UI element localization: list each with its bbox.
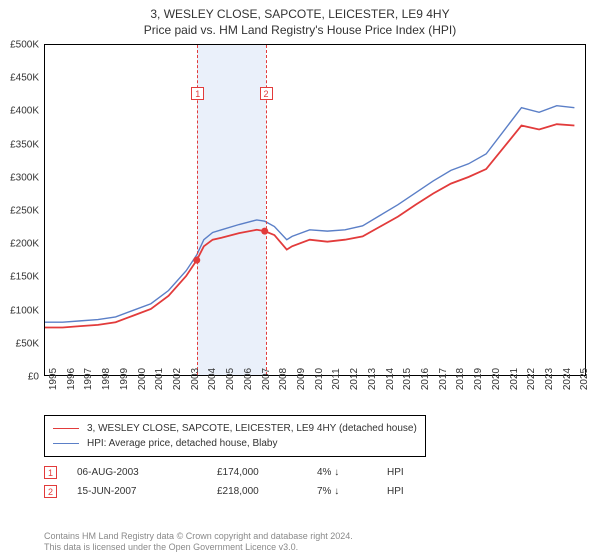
- x-axis-tick-label: 2010: [314, 368, 325, 390]
- y-axis-tick-label: £400K: [10, 106, 39, 117]
- x-axis-tick-label: 2018: [455, 368, 466, 390]
- x-axis-tick-label: 2017: [438, 368, 449, 390]
- y-axis-tick-label: £300K: [10, 172, 39, 183]
- transactions-table: 1 06-AUG-2003 £174,000 4% ↓ HPI 2 15-JUN-2007 £…: [44, 460, 586, 504]
- title-subtitle: Price paid vs. HM Land Registry's House …: [0, 22, 600, 38]
- x-axis-tick-label: 2012: [349, 368, 360, 390]
- x-axis-tick-label: 2001: [154, 368, 165, 390]
- transaction-price: £174,000: [217, 467, 297, 478]
- series-hpi: [45, 106, 574, 322]
- transaction-vs: HPI: [387, 467, 404, 478]
- x-axis-tick-label: 2011: [331, 368, 342, 390]
- transaction-index: 2: [44, 485, 57, 498]
- x-axis-tick-label: 2002: [172, 368, 183, 390]
- legend-item: 3, WESLEY CLOSE, SAPCOTE, LEICESTER, LE9…: [53, 421, 417, 436]
- x-axis-tick-label: 1995: [48, 368, 59, 390]
- x-axis-tick-label: 2016: [420, 368, 431, 390]
- x-axis-tick-label: 2019: [473, 368, 484, 390]
- legend-item: HPI: Average price, detached house, Blab…: [53, 436, 417, 451]
- house-price-chart: 3, WESLEY CLOSE, SAPCOTE, LEICESTER, LE9…: [0, 0, 600, 560]
- x-axis-tick-label: 2005: [225, 368, 236, 390]
- plot-area: £0£50K£100K£150K£200K£250K£300K£350K£400…: [44, 44, 586, 376]
- legend-box: 3, WESLEY CLOSE, SAPCOTE, LEICESTER, LE9…: [44, 415, 426, 457]
- y-axis-tick-label: £150K: [10, 272, 39, 283]
- legend-label: 3, WESLEY CLOSE, SAPCOTE, LEICESTER, LE9…: [87, 421, 417, 436]
- attribution-text: Contains HM Land Registry data © Crown c…: [44, 531, 586, 554]
- attribution-line: Contains HM Land Registry data © Crown c…: [44, 531, 586, 543]
- x-axis-tick-label: 1996: [66, 368, 77, 390]
- x-axis-tick-label: 2023: [544, 368, 555, 390]
- y-axis-tick-label: £350K: [10, 139, 39, 150]
- y-axis-tick-label: £50K: [16, 338, 39, 349]
- transaction-date: 06-AUG-2003: [77, 467, 197, 478]
- x-axis-tick-label: 2006: [243, 368, 254, 390]
- chart-svg: [45, 45, 585, 375]
- series-price_paid: [45, 124, 574, 327]
- attribution-line: This data is licensed under the Open Gov…: [44, 542, 586, 554]
- y-axis-tick-label: £200K: [10, 239, 39, 250]
- x-axis-tick-label: 2022: [526, 368, 537, 390]
- transaction-price: £218,000: [217, 486, 297, 497]
- x-axis-tick-label: 2014: [385, 368, 396, 390]
- x-axis-tick-label: 2013: [367, 368, 378, 390]
- x-axis-tick-label: 2003: [190, 368, 201, 390]
- x-axis-tick-label: 2009: [296, 368, 307, 390]
- callout-marker: 2: [260, 87, 273, 100]
- transaction-row: 1 06-AUG-2003 £174,000 4% ↓ HPI: [44, 466, 586, 479]
- transaction-diff: 4% ↓: [317, 467, 367, 478]
- x-axis-tick-label: 1998: [101, 368, 112, 390]
- x-axis-tick-label: 1997: [83, 368, 94, 390]
- x-axis-tick-label: 2015: [402, 368, 413, 390]
- callout-marker: 1: [191, 87, 204, 100]
- x-axis-tick-label: 2024: [562, 368, 573, 390]
- title-block: 3, WESLEY CLOSE, SAPCOTE, LEICESTER, LE9…: [0, 0, 600, 38]
- y-axis-tick-label: £100K: [10, 305, 39, 316]
- x-axis-tick-label: 2004: [207, 368, 218, 390]
- transaction-row: 2 15-JUN-2007 £218,000 7% ↓ HPI: [44, 485, 586, 498]
- title-address: 3, WESLEY CLOSE, SAPCOTE, LEICESTER, LE9…: [0, 6, 600, 22]
- x-axis-tick-label: 1999: [119, 368, 130, 390]
- transaction-index: 1: [44, 466, 57, 479]
- x-axis-tick-label: 2000: [137, 368, 148, 390]
- x-axis-tick-label: 2021: [509, 368, 520, 390]
- x-axis-tick-label: 2020: [491, 368, 502, 390]
- y-axis-tick-label: £500K: [10, 40, 39, 51]
- legend-swatch: [53, 443, 79, 444]
- legend-label: HPI: Average price, detached house, Blab…: [87, 436, 278, 451]
- y-axis-tick-label: £250K: [10, 206, 39, 217]
- transaction-vs: HPI: [387, 486, 404, 497]
- transaction-date: 15-JUN-2007: [77, 486, 197, 497]
- y-axis-tick-label: £0: [28, 372, 39, 383]
- legend-swatch: [53, 428, 79, 429]
- y-axis-tick-label: £450K: [10, 73, 39, 84]
- transaction-diff: 7% ↓: [317, 486, 367, 497]
- x-axis-tick-label: 2008: [278, 368, 289, 390]
- x-axis-tick-label: 2025: [579, 368, 590, 390]
- x-axis-tick-label: 2007: [261, 368, 272, 390]
